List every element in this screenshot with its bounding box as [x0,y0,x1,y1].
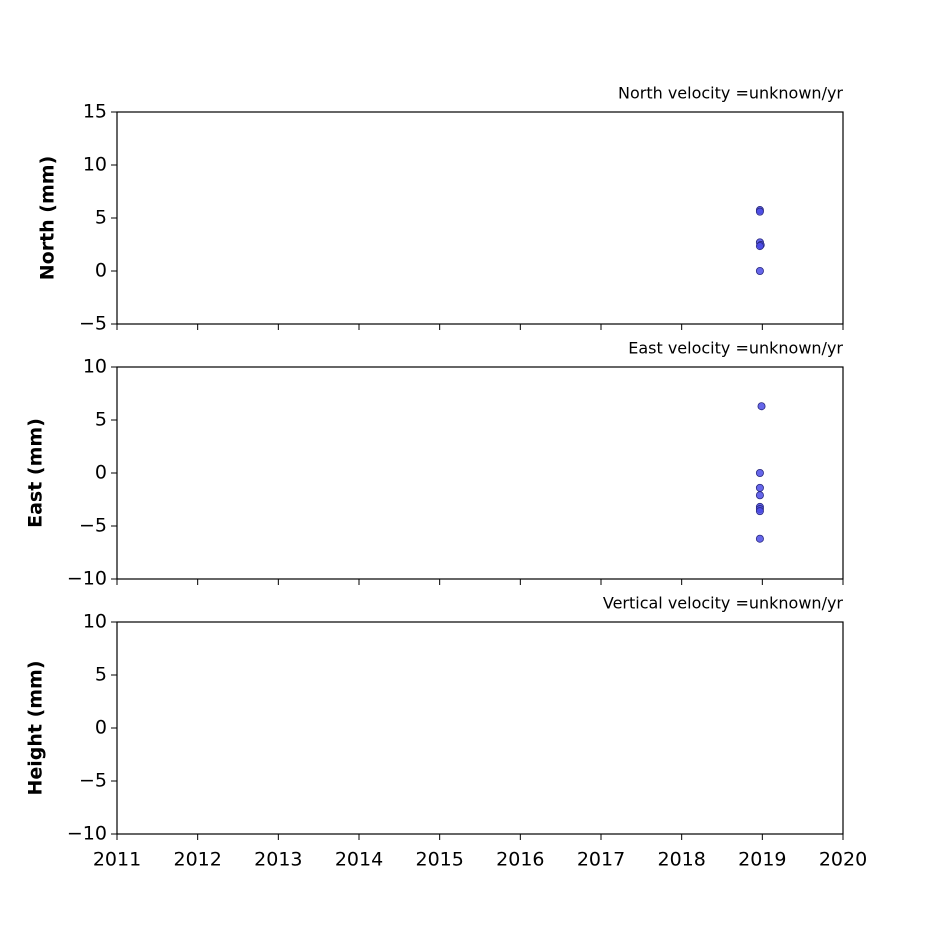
x-tick-label: 2013 [254,849,302,871]
y-tick-label: 5 [95,664,107,686]
data-point [755,207,764,216]
y-axis-label: East (mm) [25,418,47,528]
y-tick-label: 10 [83,154,107,176]
x-tick-label: 2016 [496,849,544,871]
y-tick-label: 15 [83,101,107,123]
data-point [757,402,766,411]
y-tick-label: 5 [95,207,107,229]
axes-frame [116,366,844,580]
y-tick-label: 0 [95,260,107,282]
x-tick-label: 2014 [335,849,383,871]
x-tick-label: 2020 [819,849,867,871]
x-tick-label: 2015 [415,849,463,871]
y-axis-label: North (mm) [37,156,59,281]
x-tick-label: 2017 [577,849,625,871]
y-tick-label: −10 [67,823,107,845]
y-tick-label: −10 [67,568,107,590]
y-axis-label: Height (mm) [25,660,47,795]
panel-title: East velocity =unknown/yr [628,339,843,358]
x-tick-label: 2018 [657,849,705,871]
data-point [755,468,764,477]
x-tick-label: 2019 [738,849,786,871]
x-tick-label: 2012 [173,849,221,871]
y-tick-label: 0 [95,717,107,739]
y-tick-label: −5 [79,313,107,335]
y-tick-label: −5 [79,515,107,537]
y-tick-label: 10 [83,356,107,378]
panel-title: Vertical velocity =unknown/yr [603,594,844,613]
x-tick-label: 2011 [93,849,141,871]
data-point [755,491,764,500]
y-tick-label: 0 [95,462,107,484]
axes-frame [116,111,844,325]
data-point [755,266,764,275]
data-point [755,242,764,251]
y-tick-label: 10 [83,611,107,633]
y-tick-label: −5 [79,770,107,792]
panel-title: North velocity =unknown/yr [618,84,843,103]
data-point [755,483,764,492]
y-tick-label: 5 [95,409,107,431]
axes-frame [116,621,844,835]
data-point [755,507,764,516]
data-point [755,534,764,543]
